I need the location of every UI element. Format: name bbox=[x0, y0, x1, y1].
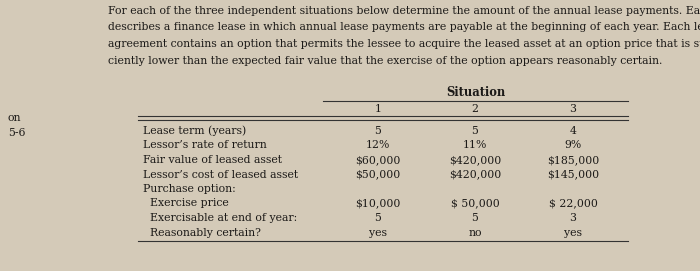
Text: $145,000: $145,000 bbox=[547, 169, 599, 179]
Text: $50,000: $50,000 bbox=[356, 169, 400, 179]
Text: 4: 4 bbox=[570, 126, 576, 136]
Text: $420,000: $420,000 bbox=[449, 155, 501, 165]
Text: 3: 3 bbox=[570, 104, 577, 114]
Text: yes: yes bbox=[369, 227, 387, 237]
Text: Lease term (years): Lease term (years) bbox=[143, 126, 246, 136]
Text: $10,000: $10,000 bbox=[356, 198, 400, 208]
Text: Lessor’s cost of leased asset: Lessor’s cost of leased asset bbox=[143, 169, 298, 179]
Text: Lessor’s rate of return: Lessor’s rate of return bbox=[143, 140, 267, 150]
Text: ciently lower than the expected fair value that the exercise of the option appea: ciently lower than the expected fair val… bbox=[108, 56, 662, 66]
Text: Situation: Situation bbox=[446, 86, 505, 99]
Text: on: on bbox=[8, 113, 22, 123]
Text: 12%: 12% bbox=[366, 140, 390, 150]
Text: $185,000: $185,000 bbox=[547, 155, 599, 165]
Text: 5-6: 5-6 bbox=[8, 128, 25, 138]
Text: Purchase option:: Purchase option: bbox=[143, 184, 236, 194]
Text: no: no bbox=[468, 227, 482, 237]
Text: agreement contains an option that permits the lessee to acquire the leased asset: agreement contains an option that permit… bbox=[108, 39, 700, 49]
Text: $420,000: $420,000 bbox=[449, 169, 501, 179]
Text: 2: 2 bbox=[472, 104, 479, 114]
Text: $60,000: $60,000 bbox=[356, 155, 400, 165]
Text: 3: 3 bbox=[570, 213, 577, 223]
Text: 11%: 11% bbox=[463, 140, 487, 150]
Text: 5: 5 bbox=[374, 126, 382, 136]
Text: yes: yes bbox=[564, 227, 582, 237]
Text: Reasonably certain?: Reasonably certain? bbox=[143, 227, 261, 237]
Text: 9%: 9% bbox=[564, 140, 582, 150]
Text: Fair value of leased asset: Fair value of leased asset bbox=[143, 155, 282, 165]
Text: 1: 1 bbox=[374, 104, 382, 114]
Text: For each of the three independent situations below determine the amount of the a: For each of the three independent situat… bbox=[108, 6, 700, 16]
Text: 5: 5 bbox=[374, 213, 382, 223]
Text: 5: 5 bbox=[472, 213, 478, 223]
Text: Exercise price: Exercise price bbox=[143, 198, 229, 208]
Text: describes a finance lease in which annual lease payments are payable at the begi: describes a finance lease in which annua… bbox=[108, 22, 700, 33]
Text: $ 22,000: $ 22,000 bbox=[549, 198, 597, 208]
Text: Exercisable at end of year:: Exercisable at end of year: bbox=[143, 213, 298, 223]
Text: $ 50,000: $ 50,000 bbox=[451, 198, 499, 208]
Text: 5: 5 bbox=[472, 126, 478, 136]
